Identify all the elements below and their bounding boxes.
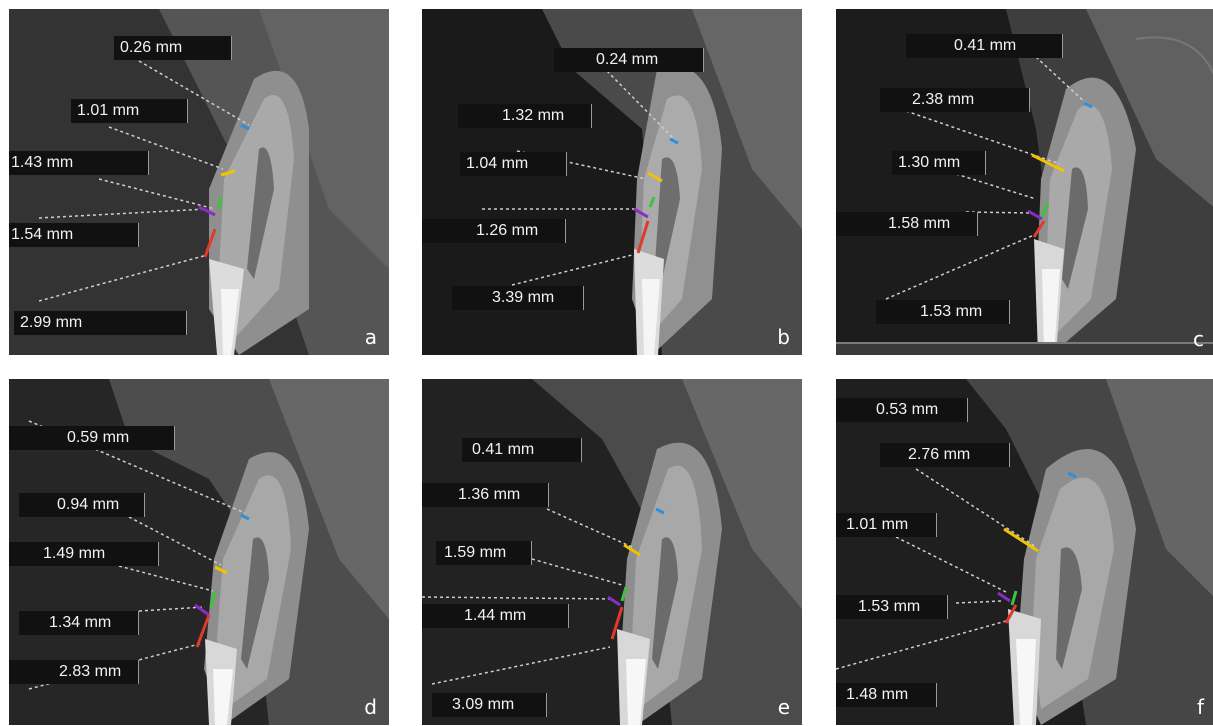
cyan-marker: [240, 513, 250, 521]
cbct-scan-image: [9, 9, 389, 355]
yellow-marker: [1031, 153, 1065, 173]
panel-letter: a: [364, 325, 377, 349]
measurement-label: 1.34 mm: [19, 611, 139, 635]
cbct-panel-e: 0.41 mm 1.36 mm 1.59 mm 1.44 mm 3.09 mm …: [422, 379, 802, 725]
red-marker: [610, 606, 624, 640]
red-marker: [1032, 220, 1046, 238]
measurement-label: 1.32 mm: [458, 104, 592, 128]
panel-letter: d: [364, 695, 377, 719]
cbct-panel-c: 0.41 mm 2.38 mm 1.30 mm 1.58 mm 1.53 mm …: [836, 9, 1213, 355]
measurement-label: 0.41 mm: [462, 438, 582, 462]
yellow-marker: [214, 565, 228, 575]
green-marker: [209, 590, 217, 608]
measurement-label: 2.76 mm: [880, 443, 1010, 467]
yellow-marker: [1003, 527, 1039, 553]
purple-marker: [997, 591, 1011, 603]
red-marker: [636, 220, 650, 254]
green-marker: [648, 196, 656, 208]
cyan-marker: [669, 137, 679, 145]
cbct-panel-a: 0.26 mm 1.01 mm 1.43 mm 1.54 mm 2.99 mm …: [9, 9, 389, 355]
measurement-label: 1.53 mm: [876, 300, 1010, 324]
purple-marker: [194, 603, 210, 617]
measurement-label: 0.59 mm: [9, 426, 175, 450]
yellow-marker: [220, 169, 236, 177]
measurement-label: 1.48 mm: [836, 683, 937, 707]
green-marker: [620, 586, 628, 602]
panel-letter: c: [1193, 327, 1204, 351]
measurement-label: 1.54 mm: [9, 223, 139, 247]
measurement-label: 1.04 mm: [460, 152, 567, 176]
measurement-label: 3.39 mm: [452, 286, 584, 310]
measurement-label: 1.43 mm: [9, 151, 149, 175]
red-marker: [195, 614, 211, 648]
purple-marker: [607, 595, 621, 607]
panel-letter: b: [777, 325, 790, 349]
cyan-marker: [1083, 101, 1093, 109]
measurement-label: 2.99 mm: [14, 311, 187, 335]
red-marker: [203, 228, 217, 258]
cbct-panel-b: 0.24 mm 1.32 mm 1.04 mm 1.26 mm 3.39 mm …: [422, 9, 802, 355]
measurement-label: 0.94 mm: [19, 493, 145, 517]
measurement-label: 0.41 mm: [906, 34, 1063, 58]
cbct-panel-d: 0.59 mm 0.94 mm 1.49 mm 1.34 mm 2.83 mm …: [9, 379, 389, 725]
purple-marker: [633, 207, 649, 219]
cyan-marker: [655, 507, 665, 515]
cbct-scan-image: [836, 379, 1213, 725]
measurement-label: 1.36 mm: [422, 483, 549, 507]
cbct-scan-image: [422, 379, 802, 725]
purple-marker: [198, 205, 216, 217]
measurement-label: 0.24 mm: [554, 48, 704, 72]
panel-letter: e: [777, 695, 790, 719]
green-marker: [217, 196, 223, 210]
panel-letter: f: [1196, 695, 1204, 719]
measurement-label: 1.30 mm: [892, 151, 986, 175]
measurement-label: 1.01 mm: [71, 99, 188, 123]
measurement-label: 1.49 mm: [9, 542, 159, 566]
measurement-label: 2.83 mm: [9, 660, 139, 684]
cbct-panel-f: 0.53 mm 2.76 mm 1.01 mm 1.53 mm 1.48 mm …: [836, 379, 1213, 725]
measurement-label: 0.53 mm: [836, 398, 968, 422]
measurement-label: 1.01 mm: [836, 513, 937, 537]
measurement-label: 1.53 mm: [836, 595, 948, 619]
measurement-label: 0.26 mm: [114, 36, 232, 60]
cyan-marker: [1067, 471, 1077, 479]
yellow-marker: [647, 171, 663, 183]
cyan-marker: [240, 123, 250, 131]
measurement-label: 1.44 mm: [422, 604, 569, 628]
measurement-label: 1.58 mm: [836, 212, 978, 236]
green-marker: [1010, 590, 1018, 606]
purple-marker: [1027, 209, 1043, 221]
cbct-scan-image: [836, 9, 1213, 355]
red-marker: [1004, 604, 1018, 624]
measurement-label: 3.09 mm: [432, 693, 547, 717]
yellow-marker: [623, 543, 641, 557]
measurement-label: 2.38 mm: [880, 88, 1030, 112]
measurement-label: 1.26 mm: [422, 219, 566, 243]
green-marker: [1040, 202, 1050, 218]
measurement-label: 1.59 mm: [436, 541, 532, 565]
